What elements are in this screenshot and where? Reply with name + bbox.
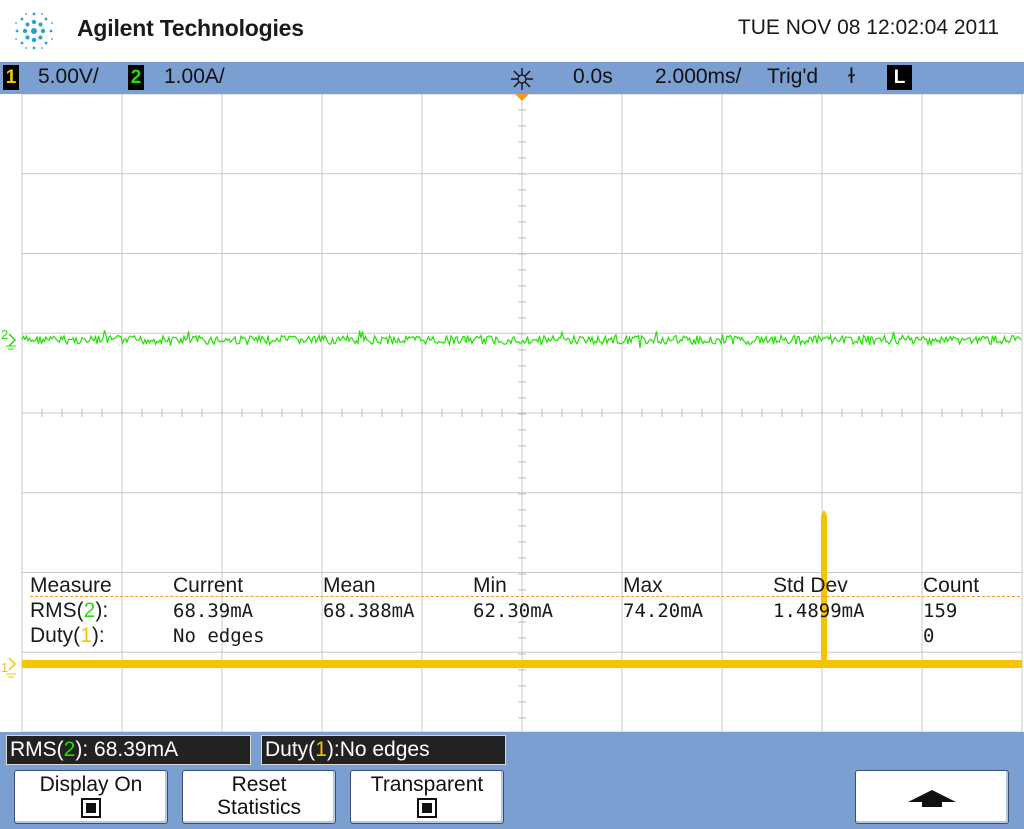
ch1-marker-label: 1 xyxy=(1,660,8,675)
header-count: Count xyxy=(923,574,980,597)
acquisition-icon xyxy=(511,68,533,90)
channel-1-scale[interactable]: 5.00V/ xyxy=(38,65,99,88)
rms-readout: RMS(2): 68.39mA xyxy=(6,735,251,765)
transparent-label: Transparent xyxy=(370,773,484,796)
brand-name: Agilent Technologies xyxy=(77,15,304,41)
header-measure: Measure xyxy=(30,574,112,597)
graticule: 2 1 xyxy=(1,94,1023,732)
timebase-value[interactable]: 2.000ms/ xyxy=(655,65,742,88)
reset-label-line1: Reset xyxy=(231,773,287,796)
softkey-bar: RMS(2): 68.39mA Duty(1):No edges Display… xyxy=(0,732,1024,829)
trigger-slope-icon[interactable]: ɫ xyxy=(848,65,855,88)
top-bar: Agilent Technologies TUE NOV 08 12:02:04… xyxy=(0,0,1024,62)
menu-up-softkey[interactable] xyxy=(855,770,1009,824)
display-on-checkbox-icon xyxy=(81,798,101,818)
row-rms-max: 74.20mA xyxy=(623,600,704,622)
ch2-marker-label: 2 xyxy=(1,327,8,342)
channel-2-ground-marker: 2 xyxy=(1,327,17,350)
reset-label-line2: Statistics xyxy=(216,796,302,819)
waveform-display: 2 1 Measure Current Mean Min Max Std Dev… xyxy=(0,94,1024,732)
duty-readout: Duty(1):No edges xyxy=(261,735,506,765)
reset-statistics-softkey[interactable]: Reset Statistics xyxy=(182,770,336,824)
trigger-mode-badge[interactable]: L xyxy=(887,65,912,90)
header-mean: Mean xyxy=(323,574,376,597)
channel-1-spike xyxy=(821,509,827,664)
arrow-up-icon xyxy=(908,790,956,807)
delay-value[interactable]: 0.0s xyxy=(573,65,613,88)
transparent-checkbox-icon xyxy=(417,798,437,818)
channel-1-ground-marker: 1 xyxy=(1,657,17,678)
channel-1-badge[interactable]: 1 xyxy=(3,65,19,90)
row-rms-name: RMS(2): xyxy=(30,599,109,622)
row-rms-current: 68.39mA xyxy=(173,600,254,622)
row-rms-mean: 68.388mA xyxy=(323,600,415,622)
row-rms-count: 159 xyxy=(923,600,958,622)
status-bar: 1 5.00V/ 2 1.00A/ 0.0s 2.000ms/ Trig'd ɫ… xyxy=(0,62,1024,94)
header-min: Min xyxy=(473,574,507,597)
display-on-label: Display On xyxy=(39,773,143,796)
channel-1-trace xyxy=(22,660,1022,668)
channel-2-badge[interactable]: 2 xyxy=(128,65,144,90)
agilent-spark-logo-icon xyxy=(15,12,53,50)
display-on-softkey[interactable]: Display On xyxy=(14,770,168,824)
header-std-dev: Std Dev xyxy=(773,574,848,597)
trigger-position-marker xyxy=(515,94,529,101)
channel-2-trace xyxy=(21,329,1022,348)
table-separator xyxy=(30,596,1020,597)
row-duty-current: No edges xyxy=(173,625,265,647)
date-time: TUE NOV 08 12:02:04 2011 xyxy=(737,16,999,39)
header-max: Max xyxy=(623,574,663,597)
row-rms-stddev: 1.4899mA xyxy=(773,600,865,622)
header-current: Current xyxy=(173,574,244,597)
trigger-status: Trig'd xyxy=(767,65,819,88)
transparent-softkey[interactable]: Transparent xyxy=(350,770,504,824)
row-duty-name: Duty(1): xyxy=(30,624,105,647)
channel-2-scale[interactable]: 1.00A/ xyxy=(164,65,225,88)
row-duty-count: 0 xyxy=(923,625,935,647)
row-rms-min: 62.30mA xyxy=(473,600,554,622)
